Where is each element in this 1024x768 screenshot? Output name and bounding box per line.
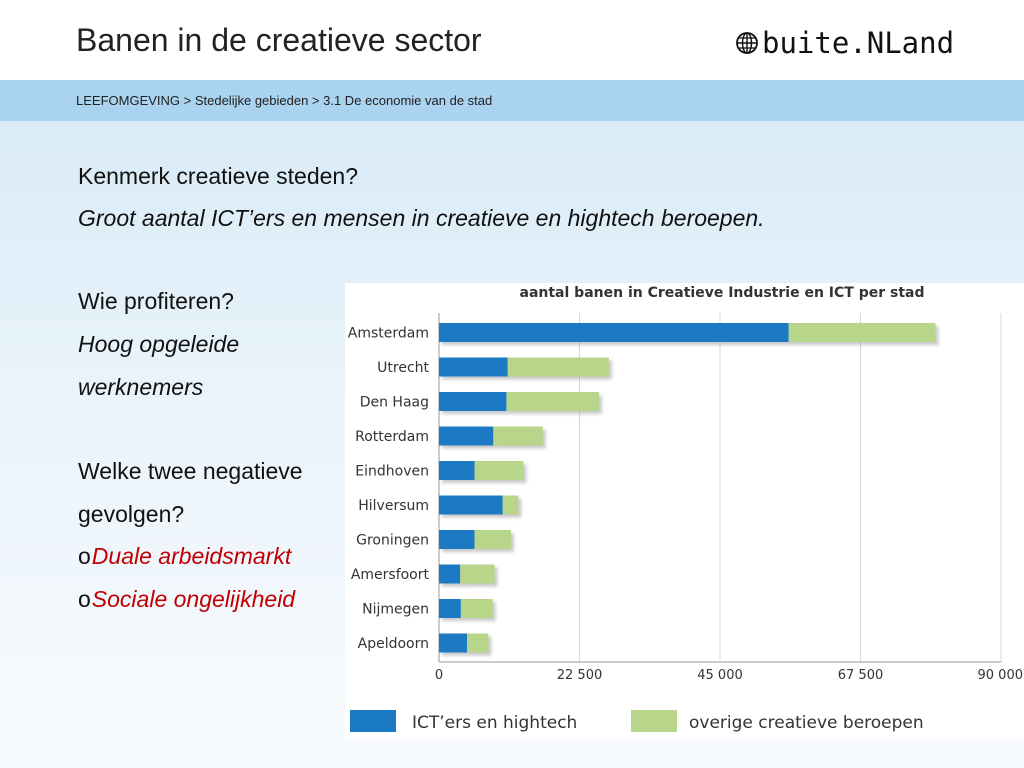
bar-group — [439, 323, 936, 342]
bar-ict — [439, 461, 475, 480]
globe-icon — [736, 32, 758, 54]
bullet-text-1: Duale arbeidsmarkt — [91, 543, 292, 569]
category-label: Amsterdam — [348, 326, 429, 342]
category-label: Den Haag — [360, 395, 429, 411]
x-tick-label: 90 000 — [978, 668, 1024, 683]
bar-ict — [439, 392, 507, 411]
bar-overig — [507, 357, 609, 377]
bar-ict — [439, 599, 461, 618]
bullet-item: oDuale arbeidsmarkt — [78, 543, 291, 570]
bar-group — [439, 426, 543, 446]
category-label: Utrecht — [377, 360, 429, 376]
logo-text: buite.NLand — [762, 26, 955, 60]
answer-2-line-1: Hoog opgeleide — [78, 331, 240, 357]
bar-overig — [493, 426, 543, 446]
bar-group — [439, 495, 519, 515]
bullet-icon: o — [78, 586, 91, 612]
legend-label-overig: overige creatieve beroepen — [689, 713, 924, 733]
bar-ict — [439, 564, 461, 584]
header: Banen in de creatieve sector buite.NLand — [0, 0, 1024, 80]
bar-group — [439, 530, 511, 549]
x-tick-label: 67 500 — [838, 668, 884, 683]
x-tick-label: 22 500 — [557, 668, 603, 683]
legend-swatch-ict — [350, 710, 396, 732]
bar-overig — [460, 564, 495, 584]
bar-group — [439, 633, 489, 653]
bullet-text-2: Sociale ongelijkheid — [91, 586, 296, 612]
question-3-line-1: Welke twee negatieve — [78, 458, 303, 484]
bar-ict — [439, 426, 494, 446]
bullet-item: oSociale ongelijkheid — [78, 586, 295, 613]
bar-group — [439, 599, 493, 618]
question-3-line-2: gevolgen? — [78, 501, 185, 527]
bar-overig — [506, 392, 599, 411]
bar-ict — [439, 357, 508, 377]
category-label: Amersfoort — [351, 567, 430, 583]
bar-ict — [439, 323, 789, 342]
page-title: Banen in de creatieve sector — [76, 22, 482, 58]
bar-overig — [474, 461, 524, 480]
question-2: Wie profiteren? — [78, 288, 234, 314]
bullet-icon: o — [78, 543, 91, 569]
legend-label-ict: ICT’ers en hightech — [412, 713, 577, 733]
bar-overig — [502, 495, 519, 515]
answer-1: Groot aantal ICT’ers en mensen in creati… — [78, 205, 765, 231]
x-tick-label: 0 — [435, 668, 443, 683]
x-tick-label: 45 000 — [697, 668, 743, 683]
bar-group — [439, 392, 599, 411]
bar-group — [439, 357, 609, 377]
bar-ict — [439, 633, 468, 653]
bar-overig — [467, 633, 489, 653]
chart-canvas: aantal banen in Creatieve Industrie en I… — [348, 285, 1024, 733]
category-label: Nijmegen — [362, 602, 429, 618]
bar-group — [439, 461, 524, 480]
bar-ict — [439, 530, 475, 549]
bar-group — [439, 564, 495, 584]
category-label: Groningen — [356, 533, 429, 549]
logo[interactable]: buite.NLand — [735, 26, 954, 60]
bar-chart: aantal banen in Creatieve Industrie en I… — [345, 283, 1024, 739]
category-label: Hilversum — [358, 498, 429, 514]
category-label: Rotterdam — [355, 429, 429, 445]
bar-ict — [439, 495, 503, 515]
category-label: Apeldoorn — [358, 636, 429, 652]
answer-2-line-2: werknemers — [78, 374, 204, 400]
bar-overig — [474, 530, 511, 549]
breadcrumb: LEEFOMGEVING > Stedelijke gebieden > 3.1… — [76, 93, 493, 108]
legend-swatch-overig — [631, 710, 677, 732]
breadcrumb-bar: LEEFOMGEVING > Stedelijke gebieden > 3.1… — [0, 80, 1024, 121]
question-1: Kenmerk creatieve steden? — [78, 163, 358, 189]
chart-title: aantal banen in Creatieve Industrie en I… — [520, 285, 925, 301]
category-label: Eindhoven — [355, 464, 429, 480]
bar-overig — [460, 599, 493, 618]
bar-overig — [788, 323, 936, 342]
